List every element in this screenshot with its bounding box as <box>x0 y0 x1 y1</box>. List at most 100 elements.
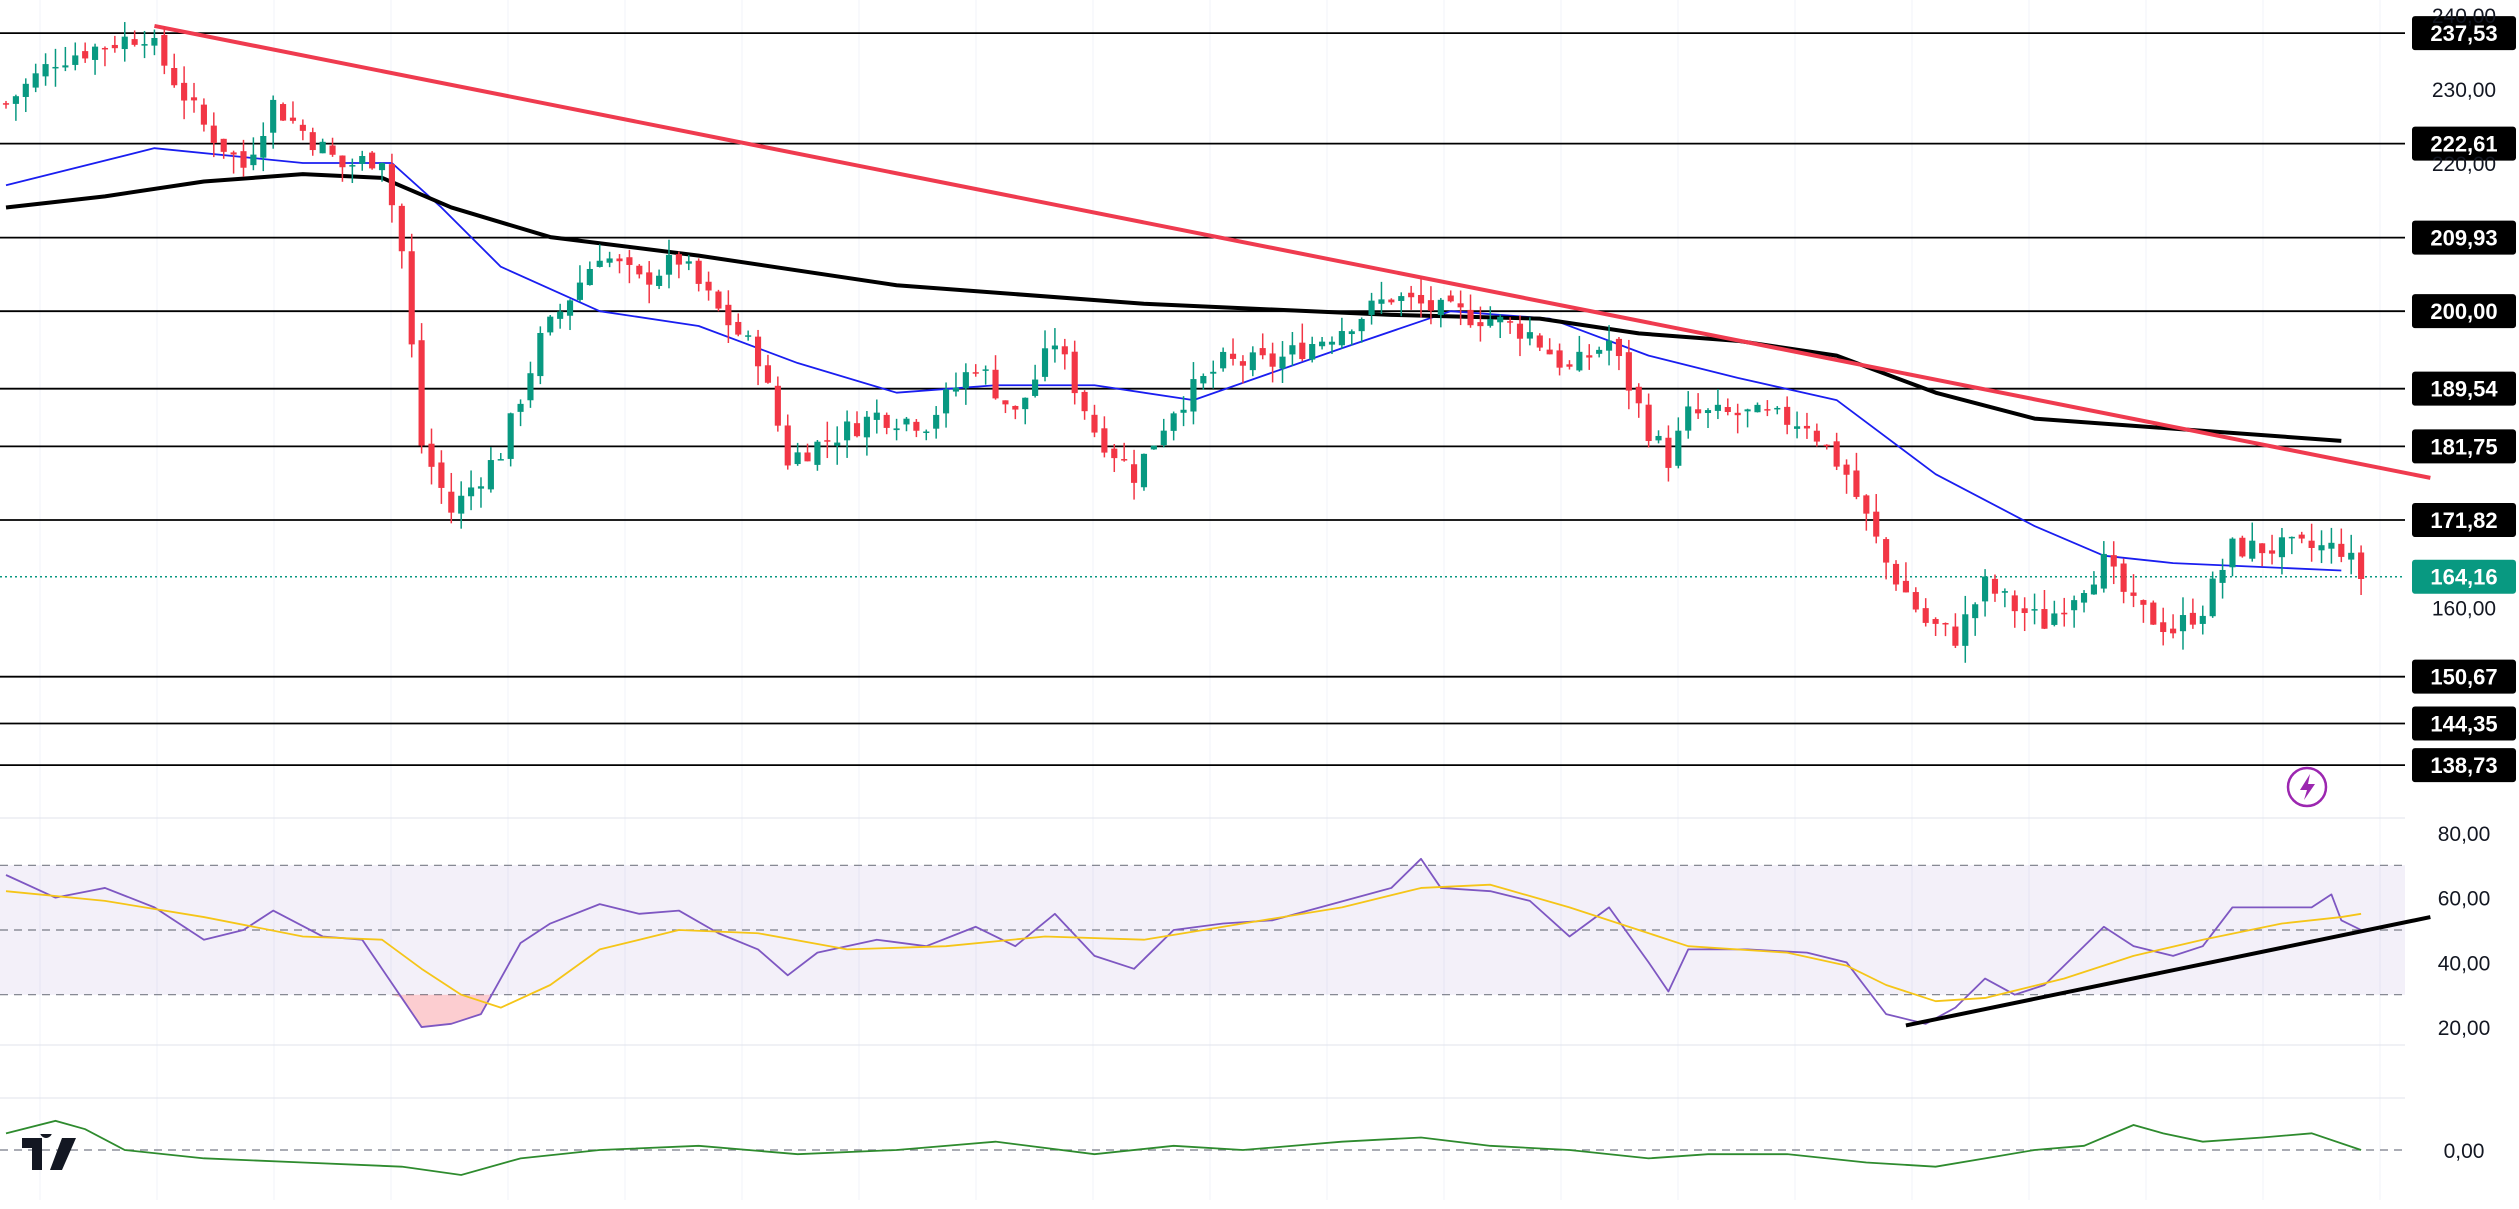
level-label: 200,00 <box>2430 299 2497 324</box>
candle-body <box>2239 537 2246 557</box>
candle-body <box>42 64 49 77</box>
candle-body <box>131 39 138 45</box>
level-label: 237,53 <box>2430 21 2497 46</box>
candle-body <box>1734 412 1741 416</box>
candle-body <box>1526 332 1533 339</box>
level-label-box <box>2412 294 2516 329</box>
candle-body <box>210 125 217 143</box>
candle-body <box>52 66 59 69</box>
grid-layer <box>0 0 2405 1200</box>
rsi-axis-tick: 40,00 <box>2438 952 2491 975</box>
candle-body <box>2160 622 2167 633</box>
rsi-layer <box>5 857 2431 1028</box>
oscillator-layer <box>0 1119 2405 1176</box>
candle-body <box>923 431 930 434</box>
candle-body <box>557 311 564 319</box>
candle-body <box>1695 409 1702 414</box>
candle-body <box>1596 349 1603 354</box>
candle-body <box>388 164 395 206</box>
level-label: 209,93 <box>2430 226 2497 251</box>
candle-body <box>1249 352 1256 371</box>
candle-body <box>270 99 277 133</box>
candle-body <box>844 421 851 441</box>
candle-body <box>1032 379 1039 396</box>
candle-body <box>2259 543 2266 554</box>
candle-body <box>883 414 890 428</box>
candle-body <box>468 487 475 497</box>
candle-body <box>1487 319 1494 326</box>
candle-body <box>1625 352 1632 391</box>
candle-body <box>873 412 880 420</box>
candle-body <box>2328 542 2335 549</box>
candle-body <box>349 165 356 167</box>
candle-body <box>1586 355 1593 358</box>
candle-body <box>220 138 227 152</box>
candle-body <box>2071 600 2078 611</box>
candle-body <box>1259 348 1266 356</box>
rsi-series-rsi-trend-line <box>1905 915 2431 1028</box>
candle-body <box>2288 536 2295 539</box>
level-label: 138,73 <box>2430 753 2497 778</box>
oscillator-axis-tick: 0,00 <box>2444 1140 2485 1163</box>
candle-body <box>2140 600 2147 605</box>
candle-layer <box>2 22 2365 663</box>
candle-body <box>1457 303 1464 308</box>
candle-body <box>913 421 920 431</box>
candle-body <box>101 47 109 50</box>
oscillator-series <box>5 1119 2362 1176</box>
candle-body <box>1873 511 1880 537</box>
candle-body <box>764 365 772 383</box>
level-label: 181,75 <box>2430 434 2497 459</box>
candle-body <box>1853 470 1860 497</box>
candle-body <box>1655 435 1662 441</box>
rsi-axis-tick: 60,00 <box>2438 888 2491 911</box>
candle-body <box>705 281 712 291</box>
candle-body <box>794 452 801 465</box>
candle-body <box>2209 578 2216 617</box>
lightning-icon-bolt <box>2300 774 2315 800</box>
lightning-icon[interactable] <box>2286 766 2328 808</box>
candle-body <box>616 258 623 262</box>
candle-body <box>1091 414 1098 433</box>
candle-body <box>2308 540 2315 548</box>
candle-body <box>1863 495 1870 514</box>
candle-body <box>1912 592 1919 610</box>
candle-body <box>1368 300 1375 315</box>
candle-body <box>487 460 494 490</box>
candle-body <box>1714 404 1721 411</box>
candle-body <box>784 425 791 466</box>
tradingview-logo-text: TV <box>20 1134 22 1135</box>
candle-body <box>1784 406 1791 425</box>
candle-body <box>72 55 79 65</box>
candle-body <box>250 154 257 166</box>
candle-body <box>1378 299 1385 304</box>
level-label-box <box>2412 502 2516 537</box>
candle-body <box>2189 612 2196 625</box>
candle-body <box>1437 299 1444 316</box>
candle-body <box>2100 553 2107 589</box>
candle-body <box>626 257 633 265</box>
candle-body <box>1764 409 1771 411</box>
candle-body <box>1902 580 1909 593</box>
candle-body <box>339 155 346 168</box>
candle-body <box>1338 331 1345 346</box>
tradingview-logo: TV <box>20 1134 76 1170</box>
candle-body <box>299 124 306 131</box>
candle-body <box>933 414 940 429</box>
candle-body <box>1358 318 1365 332</box>
candle-body <box>1516 323 1524 339</box>
candle-body <box>1319 341 1326 347</box>
candle-body <box>834 442 841 446</box>
rsi-background-layer <box>0 864 2405 1028</box>
level-line-layer <box>0 32 2405 767</box>
candle-body <box>329 145 336 155</box>
candle-body <box>685 261 692 264</box>
level-label: 189,54 <box>2430 377 2498 402</box>
candle-body <box>1793 426 1801 429</box>
candle-body <box>171 68 178 86</box>
candle-body <box>1932 619 1939 624</box>
candle-body <box>240 151 247 168</box>
candle-body <box>1774 407 1781 410</box>
candle-body <box>1497 316 1504 323</box>
candle-body <box>2268 550 2276 554</box>
